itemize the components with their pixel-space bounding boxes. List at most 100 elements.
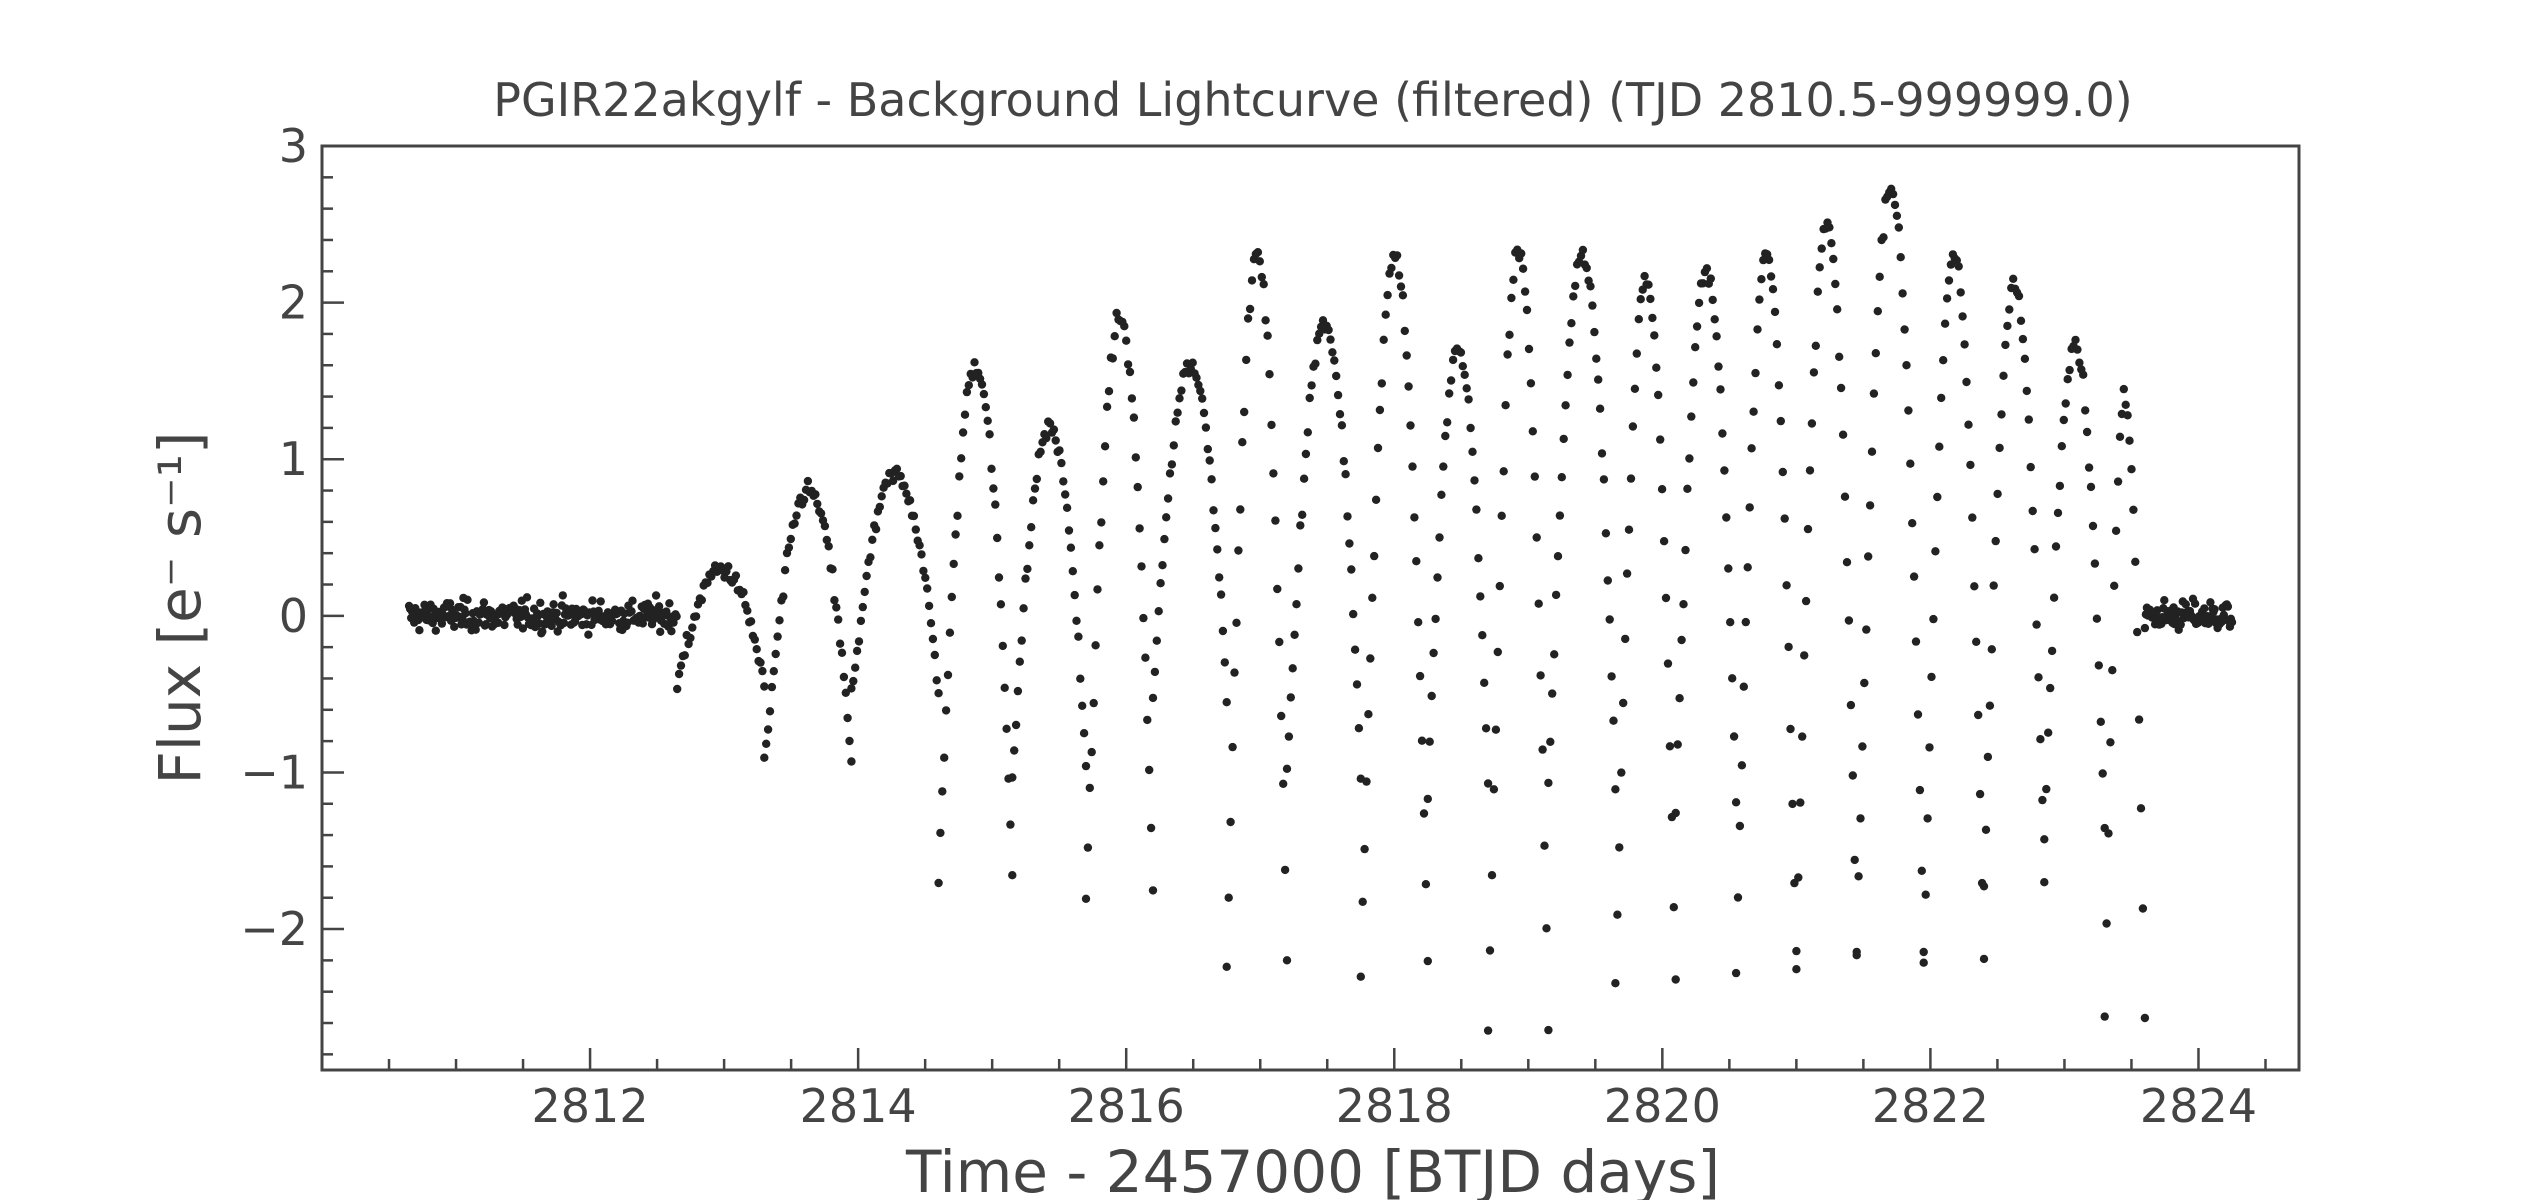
- data-point: [1123, 360, 1133, 369]
- data-point: [758, 666, 767, 676]
- data-point: [2040, 878, 2049, 887]
- data-point: [1143, 715, 1152, 725]
- data-point: [1139, 613, 1148, 623]
- data-point: [1222, 698, 1231, 707]
- data-point: [1588, 301, 1597, 310]
- data-point: [938, 787, 947, 796]
- data-point: [765, 707, 775, 716]
- data-point: [1224, 893, 1233, 902]
- data-point: [839, 672, 849, 682]
- data-point: [1989, 581, 1998, 590]
- data-point: [1226, 817, 1235, 827]
- chart-title: PGIR22akgylf - Background Lightcurve (fi…: [493, 73, 2133, 127]
- data-point: [1919, 947, 1928, 957]
- data-point: [1755, 295, 1764, 304]
- data-point: [1414, 618, 1423, 627]
- data-point: [1381, 310, 1390, 319]
- data-point: [811, 490, 820, 499]
- data-point: [1146, 823, 1156, 833]
- data-point: [1646, 294, 1655, 304]
- data-point: [1548, 689, 1557, 698]
- data-point: [1622, 569, 1632, 578]
- data-point: [1669, 903, 1679, 912]
- data-point: [1617, 768, 1626, 777]
- data-point: [1507, 293, 1516, 303]
- data-point: [985, 430, 994, 439]
- data-point: [2026, 462, 2035, 472]
- data-point: [1958, 312, 1967, 321]
- data-point: [1002, 724, 1011, 733]
- data-point: [2092, 614, 2102, 623]
- data-point: [1311, 359, 1320, 368]
- data-point: [1400, 326, 1410, 336]
- data-point: [1298, 510, 1307, 519]
- data-point: [1387, 263, 1396, 273]
- data-point: [763, 725, 773, 734]
- data-point: [1850, 855, 1859, 865]
- data-point: [500, 620, 509, 630]
- data-point: [915, 541, 924, 550]
- data-point: [1354, 724, 1364, 733]
- data-point: [1148, 693, 1158, 703]
- data-point: [1987, 645, 1997, 654]
- data-point: [1379, 335, 1388, 344]
- data-point: [1396, 282, 1406, 291]
- data-point: [1445, 389, 1454, 398]
- data-point: [1636, 295, 1645, 304]
- data-point: [1169, 441, 1179, 450]
- data-point: [1234, 546, 1243, 555]
- data-point: [1205, 456, 1214, 465]
- data-point: [1731, 968, 1741, 978]
- data-point: [1601, 529, 1611, 538]
- data-point: [1213, 545, 1222, 554]
- data-point: [2134, 715, 2144, 724]
- data-point: [1983, 752, 1993, 762]
- data-point: [1906, 459, 1915, 468]
- data-point: [1485, 946, 1495, 955]
- data-point: [1844, 616, 1854, 625]
- data-point: [2047, 646, 2057, 656]
- data-point: [2176, 620, 2185, 629]
- data-point: [1659, 537, 1669, 546]
- data-point: [834, 615, 843, 624]
- data-point: [926, 619, 936, 628]
- data-point: [1228, 742, 1237, 752]
- data-point: [1112, 308, 1121, 318]
- data-point: [1817, 244, 1826, 253]
- data-point: [947, 592, 956, 602]
- data-point: [1852, 947, 1861, 957]
- data-point: [2014, 291, 2024, 301]
- data-point: [934, 878, 943, 888]
- data-point: [1474, 554, 1483, 563]
- data-point: [854, 637, 864, 646]
- data-point: [1257, 272, 1267, 282]
- data-point: [1137, 562, 1146, 571]
- data-point: [1979, 954, 1989, 964]
- data-point: [750, 635, 759, 644]
- data-point: [1964, 420, 1973, 429]
- data-point: [1093, 585, 1102, 594]
- data-point: [1243, 314, 1253, 323]
- data-point: [1517, 249, 1526, 258]
- data-point: [1328, 348, 1337, 357]
- data-point: [1362, 777, 1371, 786]
- data-point: [2034, 673, 2043, 682]
- data-point: [1599, 475, 1609, 484]
- data-point: [1586, 282, 1595, 291]
- data-point: [1288, 664, 1297, 673]
- data-point: [924, 601, 934, 611]
- data-point: [1158, 561, 1167, 570]
- data-point: [1634, 315, 1644, 324]
- data-point: [2210, 605, 2219, 614]
- data-point: [862, 571, 871, 581]
- data-point: [680, 651, 689, 660]
- data-point: [771, 649, 780, 659]
- data-point: [1148, 886, 1158, 895]
- data-point: [1201, 423, 1211, 432]
- data-point: [1540, 841, 1549, 850]
- y-axis-label: Flux [e⁻ s⁻¹]: [146, 431, 214, 784]
- data-point: [1360, 844, 1369, 854]
- data-point: [1431, 614, 1440, 624]
- data-point: [847, 757, 856, 766]
- data-point: [2020, 354, 2030, 363]
